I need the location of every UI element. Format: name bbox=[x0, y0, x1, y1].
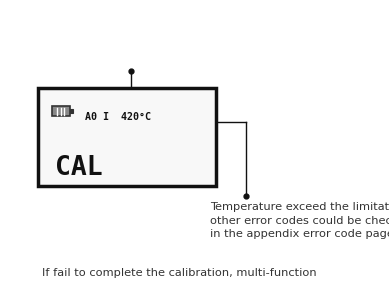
Bar bbox=[70, 109, 73, 113]
Text: CAL: CAL bbox=[55, 155, 103, 181]
Text: A0 I  420°C: A0 I 420°C bbox=[85, 112, 151, 122]
Text: Temperature exceed the limitations,
other error codes could be checked
in the ap: Temperature exceed the limitations, othe… bbox=[210, 202, 389, 239]
Bar bbox=[38, 88, 216, 186]
Text: If fail to complete the calibration, multi-function
display area would show an e: If fail to complete the calibration, mul… bbox=[42, 268, 317, 282]
Bar bbox=[52, 106, 70, 116]
